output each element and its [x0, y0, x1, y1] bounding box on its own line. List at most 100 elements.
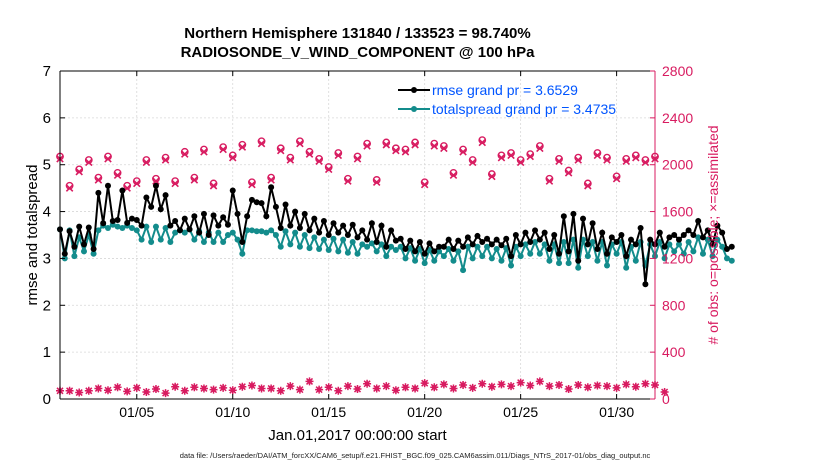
- obs-assimilated-point: [152, 177, 160, 185]
- x-tick-label: 01/10: [215, 404, 250, 420]
- obs-low-point-dot: [566, 386, 572, 392]
- obs-low-point-dot: [345, 383, 351, 389]
- obs-assimilated-point: [440, 144, 448, 153]
- obs-low-point-dot: [335, 388, 341, 394]
- y-tick-label: 0: [43, 391, 51, 408]
- totalspread-point: [656, 239, 663, 246]
- obs-assimilated-point: [200, 148, 208, 156]
- y2-tick-label: 800: [662, 297, 686, 313]
- obs-low-point-dot: [556, 382, 562, 388]
- obs-assimilated-point: [574, 156, 582, 164]
- obs-assimilated-point: [248, 180, 256, 189]
- rmse-point: [421, 250, 428, 257]
- rmse-point: [469, 241, 476, 248]
- rmse-point: [85, 224, 92, 231]
- totalspread-point: [709, 253, 716, 260]
- rmse-point: [359, 227, 366, 234]
- x-axis-label: Jan.01,2017 00:00:00 start: [268, 427, 447, 444]
- totalspread-point: [215, 229, 222, 236]
- rmse-point: [215, 222, 222, 229]
- obs-assimilated-point: [612, 175, 621, 183]
- totalspread-point: [594, 257, 601, 264]
- rmse-point: [498, 242, 505, 249]
- chart-subtitle: RADIOSONDE_V_WIND_COMPONENT @ 100 hPa: [180, 44, 535, 61]
- rmse-point: [292, 208, 299, 215]
- totalspread-point: [479, 253, 486, 260]
- obs-low-point-dot: [575, 382, 581, 388]
- rmse-point: [661, 243, 668, 250]
- y-tick-label: 2: [43, 297, 51, 314]
- rmse-point: [608, 234, 615, 241]
- rmse-point: [268, 184, 275, 191]
- y-tick-label: 7: [43, 63, 51, 80]
- totalspread-point: [210, 239, 217, 246]
- rmse-point: [675, 236, 682, 243]
- rmse-point: [666, 234, 673, 241]
- totalspread-point: [253, 228, 260, 235]
- obs-low-point-dot: [393, 387, 399, 393]
- totalspread-point: [349, 239, 356, 246]
- rmse-point: [628, 236, 635, 243]
- rmse-point: [685, 227, 692, 234]
- totalspread-point: [354, 250, 361, 257]
- obs-assimilated-point: [507, 151, 515, 160]
- totalspread-point: [330, 235, 337, 242]
- y-tick-label: 5: [43, 157, 51, 174]
- rmse-point: [100, 220, 107, 227]
- x-tick-label: 01/25: [503, 404, 538, 420]
- obs-low-point-dot: [86, 388, 92, 394]
- obs-assimilated-point: [228, 153, 237, 162]
- obs-low-point-dot: [604, 383, 610, 389]
- rmse-point: [320, 217, 327, 224]
- totalspread-point: [378, 241, 385, 248]
- totalspread-point: [632, 257, 639, 264]
- x-tick-label: 01/20: [407, 404, 442, 420]
- rmse-point: [205, 232, 212, 238]
- rmse-point: [647, 236, 654, 243]
- rmse-point: [220, 214, 227, 221]
- rmse-point: [196, 229, 203, 236]
- y-tick-label: 4: [43, 204, 51, 221]
- obs-assimilated-point: [392, 146, 400, 155]
- rmse-point: [416, 239, 423, 246]
- rmse-point: [263, 213, 270, 220]
- obs-assimilated-point: [449, 171, 458, 180]
- obs-low-point-dot: [508, 383, 514, 389]
- obs-assimilated-point: [488, 172, 496, 181]
- obs-assimilated-point: [622, 157, 630, 165]
- totalspread-point: [181, 229, 188, 236]
- totalspread-point: [239, 250, 246, 257]
- rmse-point: [714, 222, 721, 229]
- rmse-point: [604, 250, 611, 257]
- totalspread-point: [584, 253, 591, 260]
- rmse-point: [570, 210, 577, 217]
- rmse-point: [690, 232, 697, 238]
- rmse-point: [186, 226, 193, 233]
- totalspread-point: [488, 255, 495, 262]
- rmse-point: [133, 217, 140, 224]
- y2-tick-label: 2800: [662, 63, 693, 79]
- totalspread-point: [95, 227, 102, 234]
- obs-assimilated-point: [468, 158, 477, 167]
- obs-assimilated-point: [420, 180, 429, 189]
- obs-low-point-dot: [201, 386, 207, 391]
- rmse-point: [71, 243, 78, 250]
- obs-assimilated-point: [497, 153, 506, 162]
- rmse-point: [200, 210, 207, 217]
- rmse-point: [253, 199, 260, 206]
- obs-assimilated-point: [459, 148, 467, 156]
- totalspread-point: [128, 224, 135, 231]
- totalspread-point: [359, 241, 366, 248]
- rmse-point: [229, 187, 236, 194]
- totalspread-point: [71, 253, 78, 260]
- rmse-point: [512, 232, 519, 238]
- rmse-point: [426, 240, 433, 247]
- totalspread-point: [148, 239, 155, 246]
- rmse-point: [335, 229, 342, 236]
- totalspread-point: [522, 241, 529, 248]
- rmse-point: [383, 243, 390, 250]
- rmse-point: [373, 239, 380, 246]
- rmse-point: [148, 203, 155, 210]
- rmse-point: [613, 239, 620, 246]
- rmse-point: [330, 220, 337, 227]
